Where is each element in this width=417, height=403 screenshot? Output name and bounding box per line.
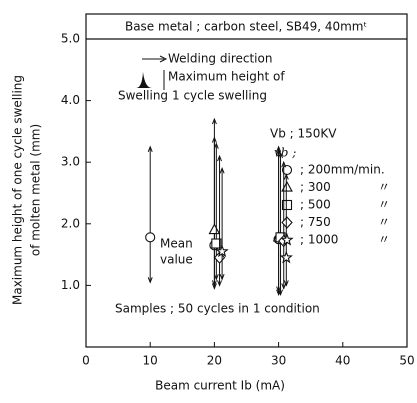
range-arrow: [278, 289, 283, 296]
annotation: Welding direction: [168, 52, 272, 66]
swelling-icon: [128, 72, 156, 88]
y-axis-label: of molten metal (mm): [29, 124, 43, 256]
legend-marker: [281, 216, 293, 229]
annotation: Mean: [160, 237, 193, 251]
x-tick-label: 30: [271, 354, 286, 368]
marker: [211, 238, 222, 249]
y-axis-label: Maximum height of one cycle swelling: [11, 75, 25, 305]
x-tick-label: 20: [207, 354, 222, 368]
legend-marker: [281, 199, 293, 211]
range-arrow: [217, 280, 223, 287]
chart-title: Base metal ; carbon steel, SB49, 40mmᵗ: [125, 20, 367, 34]
marker: [208, 223, 221, 235]
legend-label: ; 1000: [300, 233, 338, 247]
range-arrow: [217, 154, 223, 162]
range-arrow: [211, 280, 217, 287]
direction-arrow-head: [159, 55, 168, 63]
range-arrow: [211, 283, 217, 290]
legend-marker: [280, 233, 294, 246]
plot-frame: [85, 13, 408, 348]
range-arrow: [213, 142, 219, 149]
range-arrow: [211, 136, 217, 143]
legend-label: ; 200mm/min.: [300, 163, 385, 177]
x-tick-label: 40: [335, 354, 350, 368]
marker: [215, 244, 229, 258]
annotation: Maximum height of: [168, 70, 285, 84]
annotation: Vb ; 150KV: [270, 127, 337, 141]
range-arrow: [281, 160, 287, 168]
y-tick-label: 4.0: [61, 93, 80, 107]
x-tick-label: 10: [143, 354, 158, 368]
range-arrow: [281, 283, 287, 290]
range-arrow: [211, 117, 217, 125]
marker: [279, 250, 293, 264]
legend-label: ; 300: [300, 180, 331, 194]
y-tick-label: 1.0: [61, 278, 80, 292]
x-tick-label: 50: [399, 354, 414, 368]
ditto-mark: 〃: [378, 233, 390, 247]
range-arrow: [276, 145, 282, 152]
range-arrow: [147, 145, 153, 152]
legend-marker: [281, 180, 293, 192]
annotation: Samples ; 50 cycles in 1 condition: [115, 302, 320, 316]
annotation: Swelling: [118, 89, 168, 103]
annotation: 1 cycle swelling: [172, 89, 267, 103]
range-arrow: [213, 274, 219, 281]
ditto-mark: 〃: [378, 215, 390, 229]
range-arrow: [219, 167, 225, 174]
ditto-mark: 〃: [378, 180, 390, 194]
ditto-mark: 〃: [378, 198, 390, 212]
marker: [145, 232, 156, 243]
annotation: value: [160, 253, 193, 267]
x-axis-label: Beam current Ib (mA): [155, 379, 285, 393]
range-arrow: [147, 277, 153, 284]
y-tick-label: 2.0: [61, 216, 80, 230]
range-arrow: [283, 173, 289, 180]
legend-label: ; 500: [300, 198, 331, 212]
y-tick-label: 5.0: [61, 32, 80, 46]
legend-marker: [281, 164, 293, 176]
range-arrow: [219, 274, 225, 281]
x-tick-label: 0: [82, 354, 90, 368]
range-arrow: [276, 289, 282, 296]
legend-label: ; 750: [300, 215, 331, 229]
range-arrow: [278, 151, 283, 159]
range-arrow: [283, 280, 289, 287]
y-tick-label: 3.0: [61, 155, 80, 169]
